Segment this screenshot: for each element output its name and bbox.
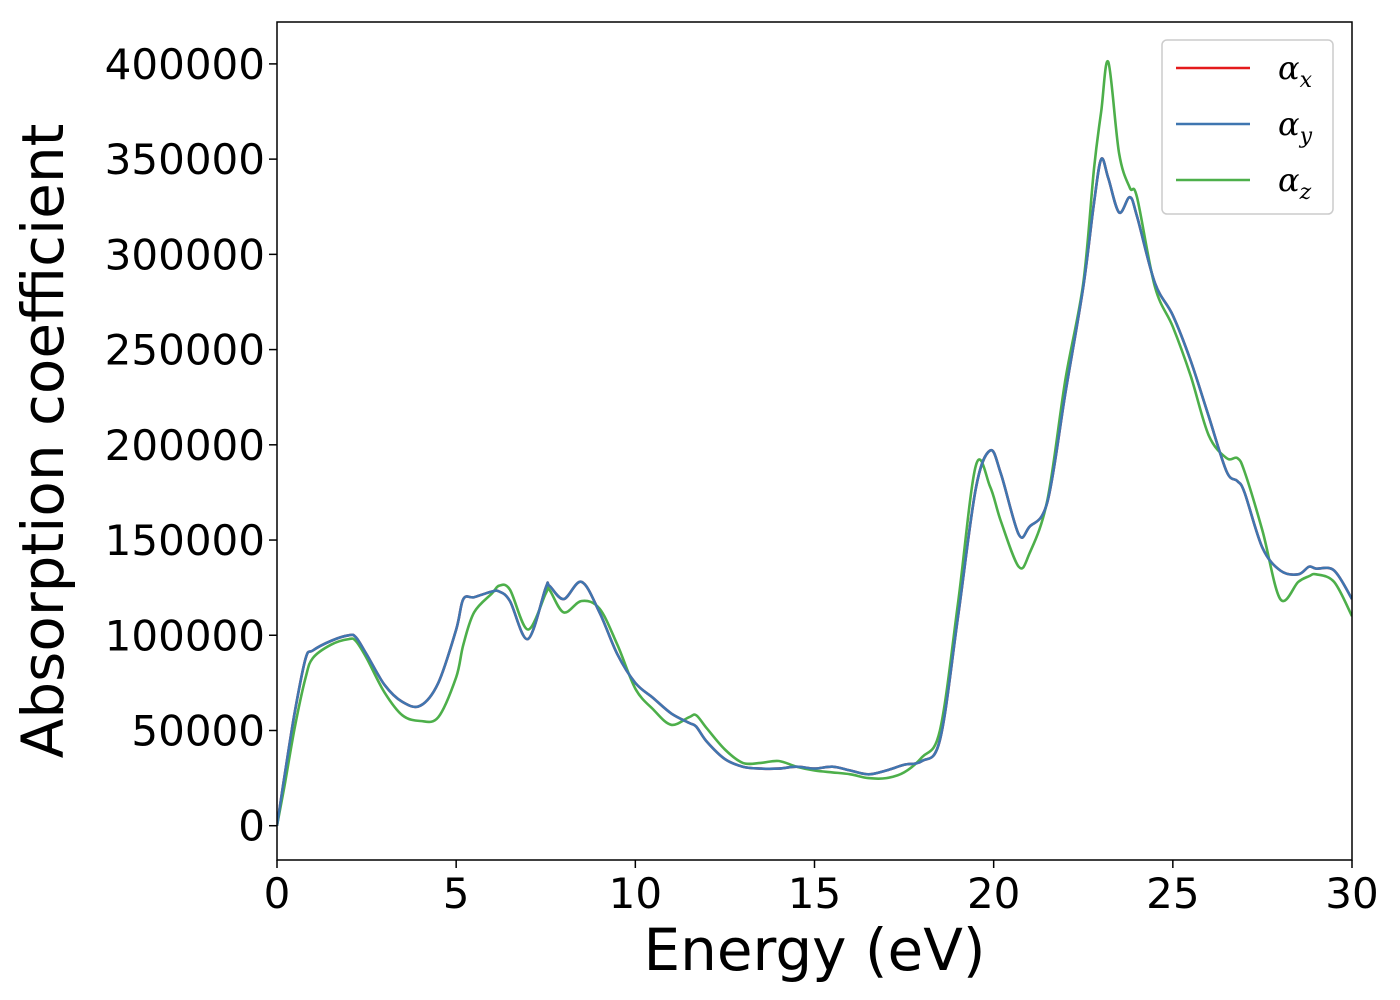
y-tick-label: 100000 — [105, 611, 265, 660]
series-line-z — [277, 59, 1352, 826]
x-axis-ticks: 0 5 10 15 20 25 30 — [264, 860, 1379, 918]
x-tick-label: 30 — [1325, 869, 1378, 918]
x-tick-label: 15 — [788, 869, 841, 918]
y-tick-label: 250000 — [105, 326, 265, 375]
y-tick-label: 150000 — [105, 516, 265, 565]
series-layer — [277, 59, 1352, 826]
legend-label-x: αx — [1278, 49, 1313, 93]
y-tick-label: 350000 — [105, 135, 265, 184]
x-tick-label: 10 — [609, 869, 662, 918]
y-tick-label: 300000 — [105, 230, 265, 279]
y-tick-label: 0 — [238, 802, 265, 851]
y-axis-ticks: 0 50000 100000 150000 200000 250000 300000 3500… — [105, 40, 277, 851]
legend: αx αy αz — [1161, 39, 1334, 215]
legend-label-y: αy — [1278, 105, 1313, 149]
x-tick-label: 5 — [443, 869, 470, 918]
y-tick-label: 50000 — [131, 706, 265, 755]
x-axis-title: Energy (eV) — [643, 916, 985, 984]
legend-label-z: αz — [1278, 161, 1312, 205]
series-line-x — [277, 157, 1352, 826]
series-line-y — [277, 157, 1352, 826]
legend-box — [1161, 39, 1334, 215]
x-tick-label: 0 — [264, 869, 291, 918]
y-tick-label: 400000 — [105, 40, 265, 89]
y-axis-title: Absorption coefficient — [9, 124, 77, 759]
x-tick-label: 25 — [1146, 869, 1199, 918]
y-tick-label: 200000 — [105, 421, 265, 470]
x-tick-label: 20 — [967, 869, 1020, 918]
